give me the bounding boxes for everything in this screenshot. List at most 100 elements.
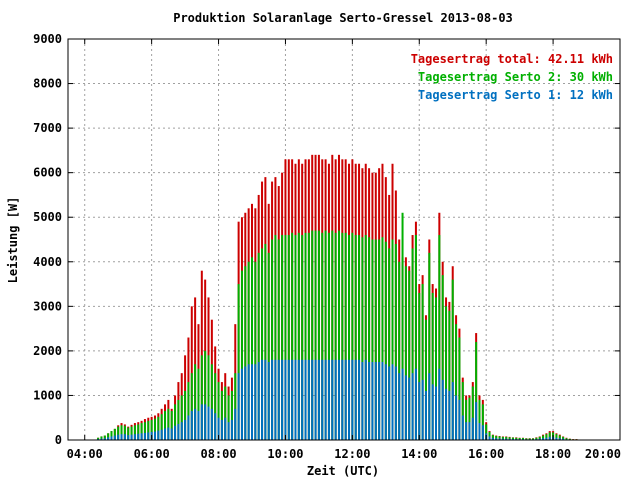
bar-serto1 bbox=[124, 434, 126, 440]
bar-serto1 bbox=[448, 391, 450, 440]
bar-serto1 bbox=[234, 409, 236, 440]
bar-serto1 bbox=[475, 402, 477, 440]
bar-serto1 bbox=[157, 431, 159, 440]
bar-serto1 bbox=[462, 415, 464, 440]
bar-serto1 bbox=[301, 360, 303, 440]
bar-serto1 bbox=[438, 369, 440, 440]
bar-serto1 bbox=[345, 360, 347, 440]
bar-serto1 bbox=[325, 360, 327, 440]
bar-serto1 bbox=[117, 435, 119, 440]
x-tick-label: 20:00 bbox=[585, 447, 621, 461]
x-tick-label: 12:00 bbox=[334, 447, 370, 461]
bar-serto1 bbox=[204, 404, 206, 440]
bar-serto1 bbox=[321, 360, 323, 440]
bar-serto1 bbox=[194, 409, 196, 440]
bar-serto1 bbox=[315, 360, 317, 440]
y-tick-label: 6000 bbox=[33, 166, 62, 180]
x-tick-label: 18:00 bbox=[535, 447, 571, 461]
legend: Tagesertrag total: 42.11 kWhTagesertrag … bbox=[411, 52, 613, 102]
bar-serto1 bbox=[278, 360, 280, 440]
bar-serto1 bbox=[268, 362, 270, 440]
bar-serto1 bbox=[134, 434, 136, 440]
bar-serto1 bbox=[308, 360, 310, 440]
bar-serto1 bbox=[358, 360, 360, 440]
bar-serto1 bbox=[281, 360, 283, 440]
bar-serto1 bbox=[177, 424, 179, 440]
bar-serto1 bbox=[452, 382, 454, 440]
y-tick-label: 7000 bbox=[33, 121, 62, 135]
bar-serto1 bbox=[224, 418, 226, 440]
bar-serto1 bbox=[187, 415, 189, 440]
bar-serto1 bbox=[264, 360, 266, 440]
bar-serto1 bbox=[331, 360, 333, 440]
bar-serto1 bbox=[328, 360, 330, 440]
bar-serto1 bbox=[422, 380, 424, 440]
bar-serto1 bbox=[445, 389, 447, 440]
x-tick-label: 16:00 bbox=[468, 447, 504, 461]
bar-serto1 bbox=[478, 423, 480, 440]
bar-serto1 bbox=[274, 360, 276, 440]
bar-serto1 bbox=[311, 360, 313, 440]
bar-serto1 bbox=[418, 382, 420, 440]
bar-serto1 bbox=[291, 360, 293, 440]
bar-serto1 bbox=[294, 360, 296, 440]
bar-serto1 bbox=[405, 375, 407, 440]
bar-serto1 bbox=[408, 378, 410, 440]
bar-serto1 bbox=[415, 369, 417, 440]
bar-serto1 bbox=[251, 364, 253, 440]
bar-serto1 bbox=[181, 422, 183, 440]
x-tick-label: 04:00 bbox=[67, 447, 103, 461]
bar-serto1 bbox=[442, 380, 444, 440]
bar-serto1 bbox=[228, 422, 230, 440]
bar-serto1 bbox=[261, 360, 263, 440]
bar-serto1 bbox=[428, 373, 430, 440]
bar-serto1 bbox=[144, 433, 146, 440]
y-tick-label: 9000 bbox=[33, 32, 62, 46]
x-tick-label: 14:00 bbox=[401, 447, 437, 461]
y-tick-label: 5000 bbox=[33, 210, 62, 224]
bar-serto1 bbox=[435, 387, 437, 440]
bar-serto1 bbox=[388, 366, 390, 440]
bar-serto1 bbox=[208, 407, 210, 440]
bar-serto1 bbox=[381, 362, 383, 440]
y-tick-label: 3000 bbox=[33, 299, 62, 313]
bar-serto1 bbox=[472, 418, 474, 440]
y-tick-label: 4000 bbox=[33, 255, 62, 269]
bar-serto1 bbox=[371, 362, 373, 440]
bar-serto1 bbox=[211, 409, 213, 440]
bar-serto1 bbox=[385, 364, 387, 440]
bar-serto1 bbox=[121, 434, 123, 440]
bar-serto1 bbox=[432, 384, 434, 440]
bar-serto1 bbox=[361, 362, 363, 440]
bar-serto1 bbox=[341, 360, 343, 440]
y-tick-label: 1000 bbox=[33, 388, 62, 402]
bar-serto1 bbox=[231, 420, 233, 440]
bar-serto1 bbox=[355, 360, 357, 440]
bar-serto1 bbox=[191, 411, 193, 440]
x-tick-label: 08:00 bbox=[200, 447, 236, 461]
bar-serto1 bbox=[392, 364, 394, 440]
bar-serto1 bbox=[164, 428, 166, 440]
bar-serto1 bbox=[110, 436, 112, 440]
bar-serto1 bbox=[425, 391, 427, 440]
bar-serto1 bbox=[395, 366, 397, 440]
bar-serto1 bbox=[468, 422, 470, 440]
bar-serto1 bbox=[244, 366, 246, 440]
bar-serto1 bbox=[335, 360, 337, 440]
bar-serto1 bbox=[398, 373, 400, 440]
legend-entry: Tagesertrag Serto 1: 12 kWh bbox=[418, 88, 613, 102]
y-tick-label: 0 bbox=[55, 433, 62, 447]
bar-serto1 bbox=[184, 420, 186, 440]
bar-serto1 bbox=[351, 360, 353, 440]
bar-serto1 bbox=[161, 430, 163, 440]
bar-serto1 bbox=[412, 373, 414, 440]
bar-serto1 bbox=[288, 360, 290, 440]
bar-serto1 bbox=[305, 360, 307, 440]
bar-serto1 bbox=[131, 435, 133, 440]
legend-entry: Tagesertrag Serto 2: 30 kWh bbox=[418, 70, 613, 84]
bar-serto1 bbox=[214, 413, 216, 440]
bar-serto1 bbox=[368, 362, 370, 440]
bar-serto1 bbox=[254, 364, 256, 440]
